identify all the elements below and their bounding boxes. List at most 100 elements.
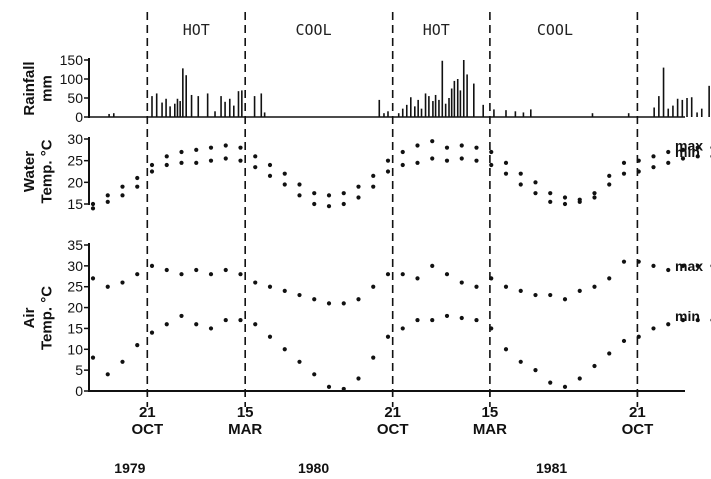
air-max-point: [267, 284, 273, 289]
air-min-point: [474, 317, 479, 323]
water-max-point: [194, 147, 199, 152]
water-min-point: [607, 182, 612, 187]
water-y-tick-label: 30: [67, 131, 83, 147]
air-max-point: [312, 297, 317, 302]
air-max-point: [90, 276, 96, 281]
x-tick-label-day-0: 21: [139, 404, 156, 421]
water-min-point: [326, 204, 332, 209]
water-max-point: [135, 175, 140, 181]
air-y-tick-label: 35: [67, 237, 83, 253]
air-min-point: [312, 372, 317, 377]
rainfall-panel: 0 50 100 150 Rainfallmm: [21, 52, 710, 125]
water-min-point: [164, 162, 169, 168]
air-min-point: [621, 338, 627, 344]
air-min-point: [267, 334, 273, 339]
water-max-point: [326, 193, 332, 198]
air-min-point: [105, 372, 110, 377]
air-min-point: [666, 322, 671, 327]
water-max-label: max: [675, 138, 703, 154]
water-max-point: [430, 139, 435, 144]
air-y-tick-label: 20: [67, 300, 83, 316]
air-min-point: [518, 359, 523, 364]
water-max-point: [651, 154, 656, 159]
water-min-point: [208, 158, 214, 163]
water-max-point: [105, 193, 110, 198]
water-min-point: [621, 171, 627, 176]
water-min-point: [282, 182, 287, 187]
air-min-point: [430, 317, 435, 323]
water-max-point: [518, 171, 523, 176]
air-min-point: [548, 380, 553, 385]
water-min-point: [120, 193, 125, 198]
air-min-point: [282, 347, 287, 352]
rainfall-y-label: Rainfallmm: [21, 61, 55, 115]
air-min-point: [385, 334, 391, 339]
x-tick-label-month-2: OCT: [377, 421, 409, 438]
air-max-point: [680, 263, 686, 268]
x-tick-label-month-1: MAR: [228, 421, 262, 438]
water-min-point: [562, 201, 568, 207]
air-max-point: [105, 284, 110, 289]
x-tick-label-month-4: OCT: [622, 421, 654, 438]
season-label-cool-1: COOL: [296, 21, 332, 39]
air-temp-panel: 0 5 10 15 20 25 30 35 AirTemp. °C max min: [21, 237, 711, 399]
air-y-tick-label: 0: [75, 383, 83, 399]
air-max-point: [371, 284, 376, 289]
air-min-point: [415, 317, 420, 323]
air-max-point: [577, 288, 582, 293]
rainfall-y-tick-label: 100: [60, 71, 84, 87]
water-min-point: [444, 158, 450, 163]
air-max-point: [592, 284, 597, 289]
air-max-point: [385, 272, 391, 277]
water-min-label: min: [675, 144, 700, 160]
air-max-point: [326, 301, 332, 306]
water-max-point: [371, 173, 376, 178]
water-min-point: [592, 195, 597, 200]
water-min-point: [400, 162, 405, 168]
year-label-1981: 1981: [536, 460, 567, 476]
water-min-point: [666, 160, 671, 165]
water-min-point: [695, 154, 700, 159]
season-label-hot-0: HOT: [183, 21, 210, 39]
air-min-point: [444, 313, 450, 319]
water-max-point: [312, 191, 317, 196]
air-max-point: [400, 272, 405, 277]
water-max-point: [385, 158, 391, 163]
air-min-point: [194, 322, 199, 327]
air-min-point: [208, 326, 214, 331]
water-max-point: [415, 143, 420, 148]
rainfall-y-tick-label: 50: [67, 90, 83, 106]
water-series-max: max: [90, 138, 711, 207]
water-max-point: [149, 162, 155, 168]
air-min-point: [164, 322, 169, 327]
air-max-point: [621, 259, 627, 264]
air-min-point: [577, 376, 582, 381]
water-min-point: [194, 160, 199, 165]
air-min-point: [149, 330, 155, 335]
water-y-label: WaterTemp. °C: [21, 139, 55, 203]
water-series-min: min: [90, 144, 711, 211]
air-max-point: [562, 297, 568, 302]
water-min-point: [371, 184, 376, 189]
water-min-point: [430, 156, 435, 161]
water-min-point: [636, 169, 641, 174]
water-min-point: [651, 165, 656, 170]
air-y-tick-label: 5: [75, 362, 83, 378]
water-min-point: [149, 169, 155, 174]
air-max-point: [223, 267, 228, 273]
water-max-point: [533, 180, 538, 185]
air-max-point: [149, 263, 155, 268]
water-min-point: [238, 158, 243, 163]
water-min-point: [533, 191, 538, 196]
water-max-point: [179, 149, 184, 155]
water-min-point: [135, 184, 140, 189]
water-max-point: [238, 145, 243, 150]
season-dividers: [146, 12, 639, 407]
air-min-point: [179, 313, 184, 319]
x-tick-label-day-2: 21: [384, 404, 401, 421]
water-max-point: [164, 154, 169, 159]
water-max-point: [297, 182, 302, 187]
water-max-point: [592, 191, 597, 196]
